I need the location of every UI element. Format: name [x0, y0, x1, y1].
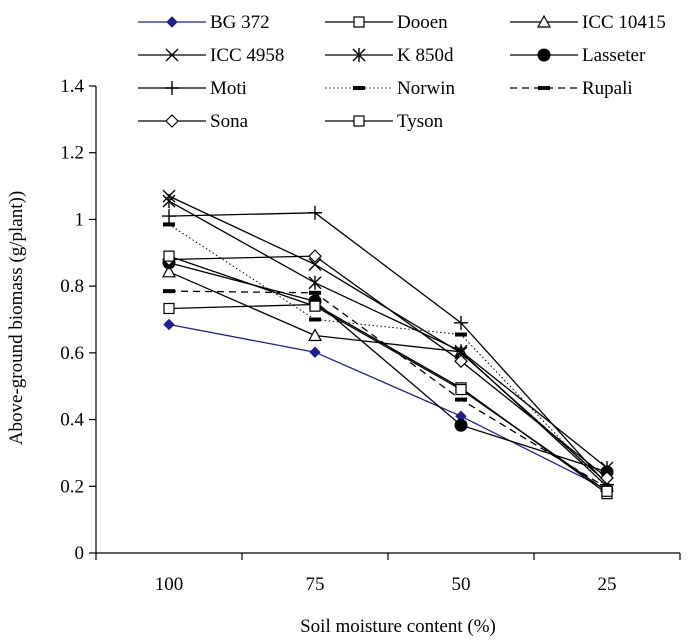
y-tick-label: 0: [75, 543, 85, 564]
data-point: [454, 315, 468, 330]
legend-item: Rupali: [510, 78, 633, 99]
data-point: [454, 418, 468, 432]
legend-marker: [538, 86, 550, 90]
data-point: [308, 257, 322, 271]
y-tick-label: 1: [75, 209, 85, 230]
data-point: [309, 300, 321, 312]
legend-marker: [353, 86, 365, 90]
axes: 0 0.2 0.4 0.6 0.8 1 1.2 1.4 100 75 50 25: [60, 76, 681, 595]
legend-marker: [353, 16, 365, 28]
legend-item: K 850d: [325, 45, 454, 66]
series-line: [168, 200, 608, 469]
legend-label: Sona: [210, 111, 249, 132]
data-point: [162, 209, 176, 224]
data-point: [455, 332, 467, 337]
series-10: [163, 250, 613, 497]
series-line: [168, 212, 608, 486]
series-5: [162, 256, 614, 479]
data-point: [600, 471, 614, 485]
x-axis-title: Soil moisture content (%): [300, 616, 496, 637]
legend-marker: [165, 81, 179, 95]
series-line: [168, 255, 608, 479]
data-point: [308, 205, 322, 220]
data-point: [307, 328, 323, 342]
y-tick-label: 0.2: [60, 476, 84, 497]
series-8: [163, 289, 613, 490]
legend-marker: [165, 114, 179, 128]
legend-label: Rupali: [582, 78, 633, 99]
series-line: [168, 290, 608, 489]
x-tick-label: 50: [452, 574, 471, 595]
data-point: [308, 249, 322, 263]
y-tick-label: 0.6: [60, 343, 84, 364]
x-tick-label: 75: [306, 574, 325, 595]
data-point: [309, 290, 321, 295]
legend-label: Lasseter: [582, 45, 646, 66]
series-4: [162, 194, 614, 475]
data-point: [163, 222, 175, 227]
legend-item: Norwin: [325, 78, 456, 99]
legend-label: BG 372: [210, 12, 270, 33]
data-point: [308, 275, 322, 290]
data-point: [455, 383, 467, 396]
x-tick-label: 25: [598, 574, 617, 595]
legend-marker: [537, 48, 551, 62]
series-1: [163, 298, 613, 500]
data-point: [163, 289, 175, 294]
data-point: [309, 346, 321, 358]
legend-marker: [353, 115, 365, 127]
series-2: [161, 264, 615, 492]
legend-item: ICC 10415: [510, 12, 666, 33]
y-tick-label: 0.8: [60, 276, 84, 297]
legend-label: Tyson: [397, 111, 444, 132]
data-point: [601, 485, 613, 497]
y-tick-label: 1.2: [60, 143, 84, 164]
data-point: [162, 194, 176, 209]
legend-item: Sona: [138, 111, 249, 132]
legend: BG 372 Dooen ICC 10415 ICC 4958 K 850d Lasset…: [138, 12, 666, 132]
legend-label: Moti: [210, 78, 247, 99]
data-point: [163, 302, 175, 315]
legend-item: Moti: [138, 78, 247, 99]
legend-marker: [536, 14, 552, 28]
series-line: [168, 195, 608, 484]
data-point: [161, 264, 177, 278]
data-point: [454, 354, 468, 369]
y-axis-title: Above-ground biomass (g/plant)): [6, 191, 27, 445]
plot-area: [161, 189, 615, 500]
data-point: [455, 397, 467, 402]
legend-item: Dooen: [325, 12, 448, 33]
legend-marker: [352, 48, 366, 62]
data-point: [163, 318, 175, 331]
legend-marker: [166, 16, 178, 28]
series-line: [168, 262, 608, 473]
x-tick-label: 100: [155, 574, 184, 595]
legend-item: ICC 4958: [138, 45, 284, 66]
legend-label: ICC 4958: [210, 45, 284, 66]
legend-marker: [165, 48, 179, 62]
series-9: [162, 249, 614, 485]
series-line: [168, 271, 608, 487]
series-line: [168, 303, 608, 495]
legend-label: K 850d: [397, 45, 454, 66]
legend-item: Tyson: [325, 111, 444, 132]
legend-item: BG 372: [138, 12, 270, 33]
data-point: [163, 250, 175, 262]
data-point: [309, 317, 321, 322]
legend-label: Norwin: [397, 78, 456, 99]
series-line: [168, 323, 608, 491]
series-line: [168, 255, 608, 492]
legend-item: Lasseter: [510, 45, 646, 66]
legend-label: ICC 10415: [582, 12, 666, 33]
y-tick-label: 0.4: [60, 410, 84, 431]
y-tick-label: 1.4: [60, 76, 84, 97]
legend-label: Dooen: [397, 12, 448, 33]
